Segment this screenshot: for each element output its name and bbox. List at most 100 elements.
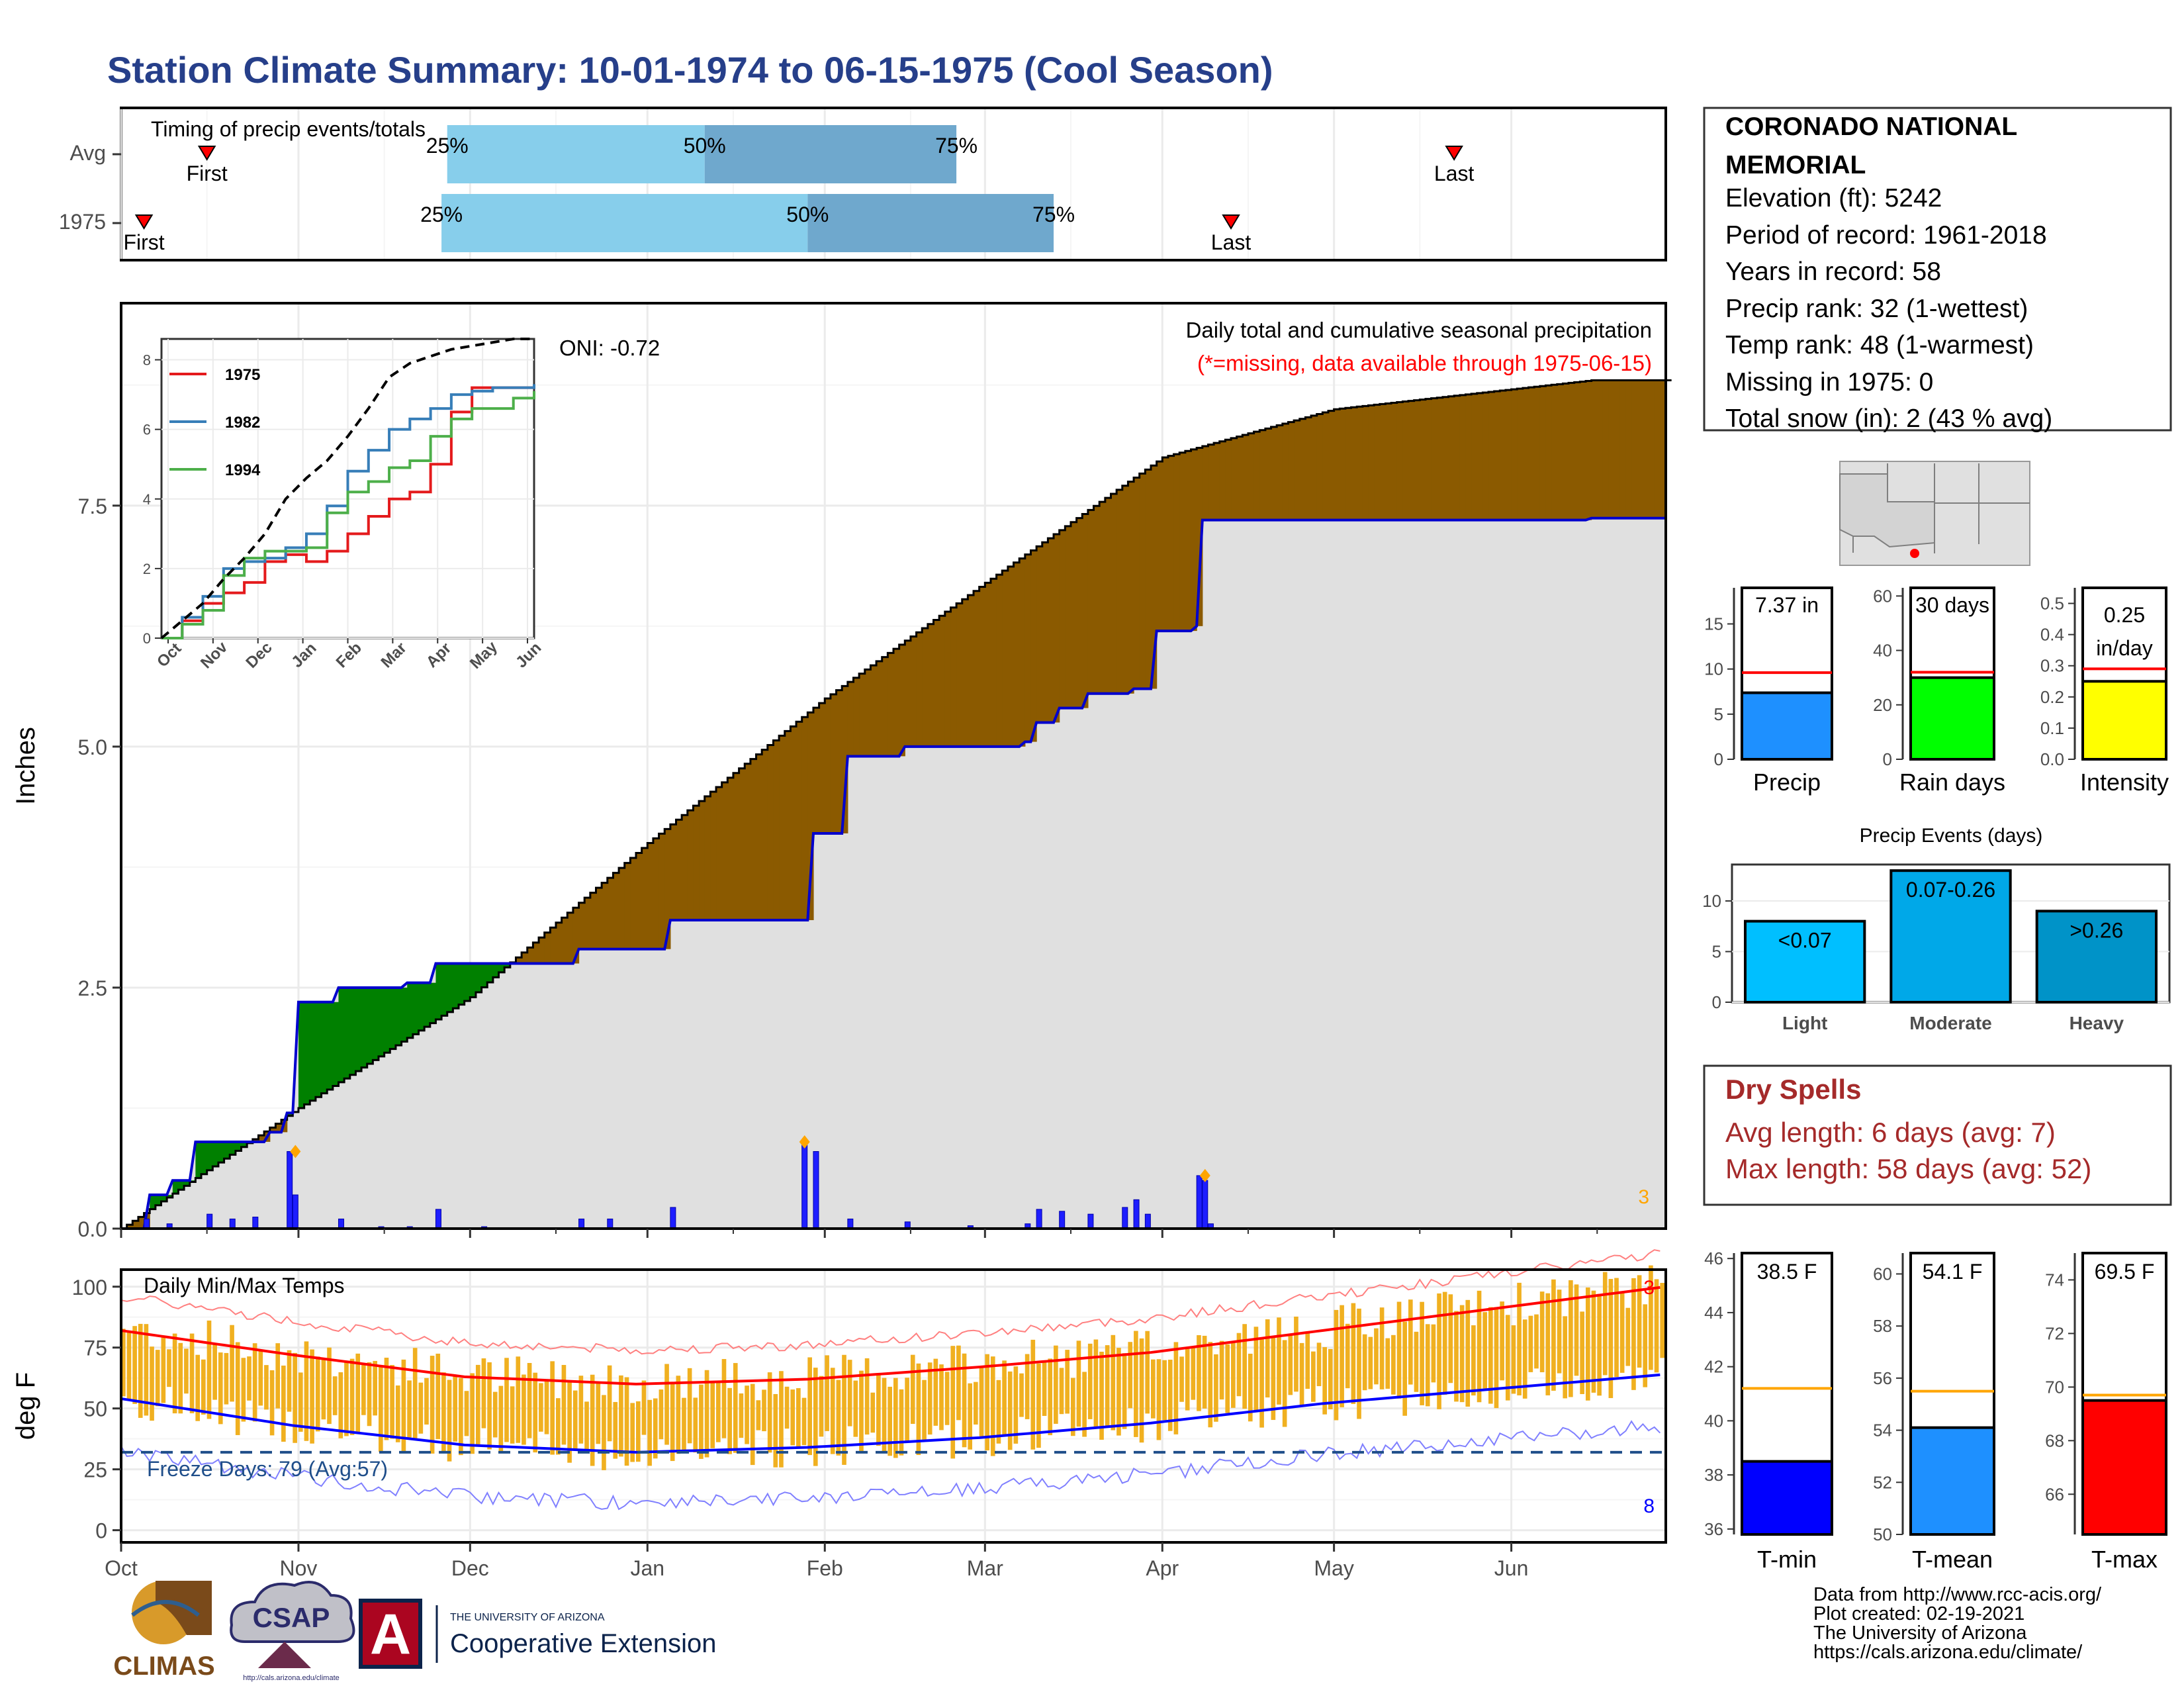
precip-surplus-segment — [447, 963, 453, 1012]
precip-surplus-segment — [384, 987, 390, 1053]
daily-temp-bar — [944, 1372, 950, 1425]
precip-panel-title: Daily total and cumulative seasonal prec… — [1186, 318, 1652, 342]
daily-temp-bar — [441, 1372, 446, 1452]
daily-precip-bar — [1196, 1175, 1203, 1229]
daily-temp-bar — [590, 1374, 595, 1466]
daily-temp-bar — [1574, 1284, 1579, 1376]
mini-y-tick-label: 40 — [1873, 641, 1892, 661]
daily-temp-bar — [1528, 1315, 1533, 1372]
precip-deficit-segment — [1116, 489, 1123, 694]
temp-panel-border — [120, 1268, 1667, 1544]
daily-temp-bar — [801, 1397, 807, 1446]
precip-deficit-segment — [1488, 391, 1495, 520]
precip-deficit-segment — [1248, 433, 1255, 520]
precip-deficit-segment — [1625, 380, 1632, 518]
daily-temp-bar — [161, 1337, 166, 1403]
precip-deficit-segment — [899, 644, 905, 757]
daily-temp-bar — [1545, 1293, 1551, 1395]
daily-temp-bar — [1277, 1317, 1281, 1405]
precip-surplus-segment — [412, 982, 420, 1035]
precip-deficit-segment — [1151, 465, 1158, 689]
precip-surplus-segment — [218, 1141, 225, 1163]
precip-deficit-segment — [275, 1123, 282, 1133]
arizona-shape — [1839, 473, 1935, 548]
daily-temp-bar — [1134, 1331, 1138, 1437]
precip-deficit-segment — [630, 858, 637, 949]
precip-surplus-segment — [304, 1002, 310, 1105]
precip-surplus-segment — [321, 1002, 328, 1094]
credit-plot-created: Plot created: 02-19-2021 — [1813, 1603, 2025, 1624]
daily-temp-bar — [195, 1354, 201, 1421]
daily-temp-bar — [1643, 1304, 1648, 1387]
precip-deficit-segment — [1340, 408, 1346, 520]
precip-deficit-segment — [1191, 449, 1197, 632]
daily-temp-bar — [1340, 1305, 1344, 1407]
tmini-y-tick-label: 46 — [1704, 1248, 1723, 1268]
precip-deficit-segment — [1299, 418, 1306, 520]
daily-temp-bar — [384, 1358, 389, 1440]
precip-deficit-segment — [807, 712, 814, 920]
mini-y-tick-label: 5 — [1714, 704, 1723, 724]
daily-temp-bar — [1076, 1340, 1081, 1427]
precip-surplus-segment — [361, 987, 368, 1068]
timing-last-marker — [1445, 146, 1463, 161]
precip-deficit-segment — [1036, 546, 1043, 723]
daily-temp-bar — [172, 1333, 177, 1414]
daily-temp-bar — [1059, 1368, 1064, 1415]
daily-temp-bar — [1265, 1319, 1270, 1398]
daily-temp-bar — [1654, 1279, 1659, 1373]
daily-temp-bar — [1602, 1272, 1608, 1376]
daily-temp-bar — [1271, 1336, 1276, 1421]
daily-temp-bar — [716, 1382, 721, 1442]
mini-y-tick-label: 0.5 — [2040, 594, 2064, 614]
precip-deficit-segment — [813, 708, 820, 833]
precip-deficit-segment — [996, 575, 1003, 747]
precip-deficit-segment — [933, 620, 940, 747]
daily-temp-bar — [687, 1368, 692, 1444]
precip-surplus-segment — [379, 987, 385, 1056]
daily-temp-bar — [1569, 1280, 1573, 1397]
temp-x-tick-label: May — [1314, 1556, 1353, 1580]
daily-temp-bar — [876, 1373, 881, 1446]
precip-cumulative-areas — [121, 379, 1672, 1230]
daily-temp-bar — [762, 1389, 766, 1432]
daily-temp-bar — [613, 1401, 618, 1459]
daily-temp-bar — [619, 1375, 623, 1457]
precip-deficit-segment — [784, 731, 791, 920]
precip-surplus-segment — [401, 987, 408, 1042]
timing-q50-label: 50% — [786, 203, 829, 226]
daily-temp-bar — [870, 1392, 876, 1433]
daily-temp-bar — [1517, 1282, 1522, 1395]
precip-deficit-segment — [750, 759, 757, 920]
tmini-y-tick-label: 36 — [1704, 1519, 1723, 1539]
daily-temp-bar — [1585, 1287, 1590, 1401]
station-info-frame — [1703, 107, 2172, 432]
precip-surplus-segment — [424, 982, 431, 1027]
timing-last-label: Last — [1211, 230, 1251, 254]
tmini-category: T-mean — [1912, 1546, 1993, 1573]
timing-first-marker — [134, 214, 154, 230]
temperature-bar-charts: 36 38 40 42 44 46 38.5 F T-min 50 52 54 56 58 60 54.1 … — [1704, 1248, 2167, 1573]
tmini-category: T-max — [2091, 1546, 2158, 1573]
daily-temp-bar — [1305, 1332, 1310, 1389]
precip-deficit-segment — [876, 661, 883, 757]
temp-x-tick-label: Dec — [451, 1556, 489, 1580]
precip-y-tick-label: 2.5 — [78, 976, 107, 1000]
mini-bar-label: 7.37 in — [1755, 593, 1819, 617]
mini-bar-label: 30 days — [1915, 593, 1989, 617]
daily-temp-bar — [733, 1363, 738, 1453]
precip-deficit-segment — [727, 777, 734, 920]
daily-temp-bar — [1477, 1290, 1482, 1403]
daily-temp-bar — [241, 1358, 246, 1422]
daily-temp-bar — [155, 1350, 160, 1407]
daily-temp-bar — [447, 1380, 452, 1462]
mini-y-tick-label: 0.3 — [2040, 656, 2064, 676]
precip-deficit-segment — [950, 607, 957, 747]
precip-surplus-segment — [367, 987, 373, 1064]
timing-q25-label: 25% — [420, 203, 463, 226]
precip-deficit-segment — [1231, 438, 1238, 520]
daily-temp-bar — [1345, 1323, 1350, 1389]
daily-temp-bar — [522, 1374, 526, 1445]
daily-temp-bar — [206, 1320, 212, 1419]
timing-last-label: Last — [1434, 162, 1475, 185]
